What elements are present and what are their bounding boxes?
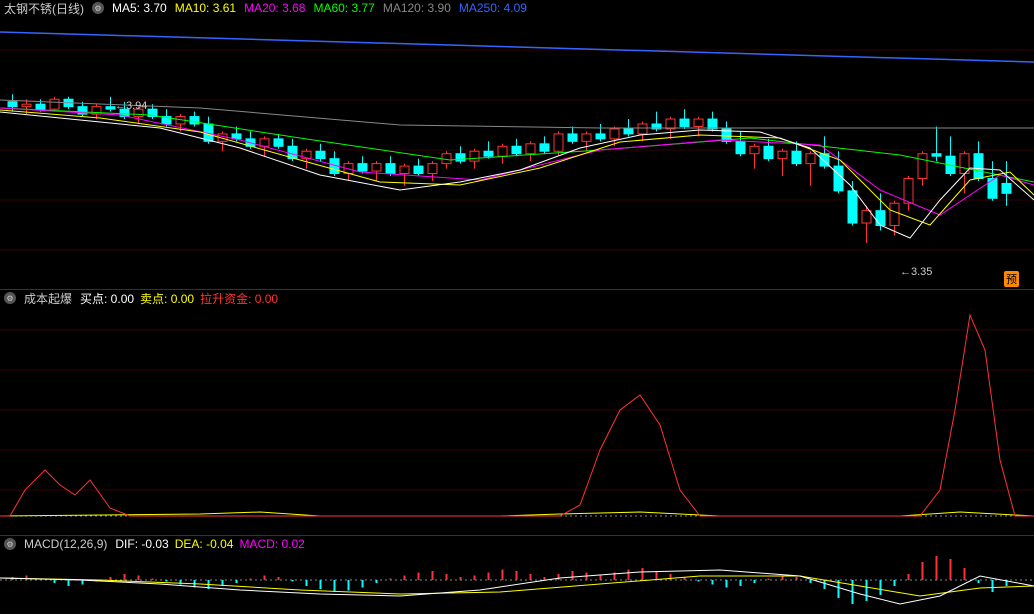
low-price-marker: ←3.35 bbox=[900, 266, 932, 278]
macd-labels: DIF: -0.03DEA: -0.04MACD: 0.02 bbox=[115, 537, 310, 551]
settings-icon[interactable]: ⚙ bbox=[4, 292, 16, 304]
indicator-labels: 买点: 0.00卖点: 0.00拉升资金: 0.00 bbox=[80, 290, 284, 307]
chart-title: 太钢不锈(日线) bbox=[4, 0, 84, 17]
indicator-chart[interactable] bbox=[0, 290, 1034, 534]
indicator-panel: ⚙ 成本起爆 买点: 0.00卖点: 0.00拉升资金: 0.00 bbox=[0, 290, 1034, 534]
macd-panel: ⚙ MACD(12,26,9) DIF: -0.03DEA: -0.04MACD… bbox=[0, 536, 1034, 614]
indicator-header: ⚙ 成本起爆 买点: 0.00卖点: 0.00拉升资金: 0.00 bbox=[0, 290, 1034, 306]
kline-header: 太钢不锈(日线) ⚙ MA5: 3.70MA10: 3.61MA20: 3.68… bbox=[0, 0, 1034, 16]
high-price-marker: ←3.94 bbox=[115, 100, 147, 112]
forecast-badge[interactable]: 预 bbox=[1004, 271, 1019, 287]
ma-labels: MA5: 3.70MA10: 3.61MA20: 3.68MA60: 3.77M… bbox=[112, 1, 535, 15]
kline-chart[interactable] bbox=[0, 0, 1034, 288]
settings-icon[interactable]: ⚙ bbox=[92, 2, 104, 14]
macd-header: ⚙ MACD(12,26,9) DIF: -0.03DEA: -0.04MACD… bbox=[0, 536, 1034, 552]
indicator-name: 成本起爆 bbox=[24, 290, 72, 307]
kline-panel: 太钢不锈(日线) ⚙ MA5: 3.70MA10: 3.61MA20: 3.68… bbox=[0, 0, 1034, 288]
macd-title: MACD(12,26,9) bbox=[24, 537, 107, 551]
settings-icon[interactable]: ⚙ bbox=[4, 538, 16, 550]
